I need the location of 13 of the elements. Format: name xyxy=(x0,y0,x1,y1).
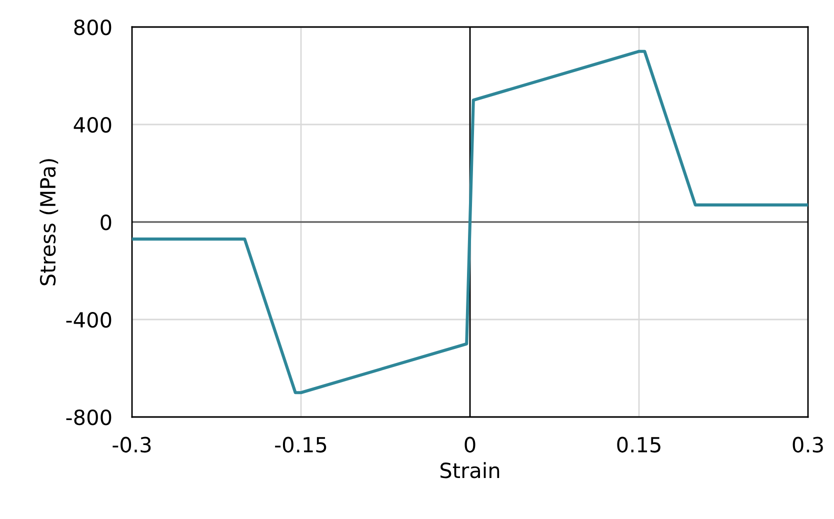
y-tick-label: 400 xyxy=(74,116,112,133)
x-tick-label: -0.3 xyxy=(112,436,151,453)
line-series xyxy=(132,50,808,394)
y-tick-label: 0 xyxy=(100,214,112,230)
x-tick-label: 0.3 xyxy=(792,436,823,453)
x-tick-label: 0 xyxy=(464,436,476,453)
y-tick-label: 800 xyxy=(74,19,112,36)
x-tick-label: -0.15 xyxy=(275,436,326,453)
y-tick-label: -400 xyxy=(66,312,112,328)
x-tick-label: 0.15 xyxy=(617,436,660,453)
y-tick-label: -800 xyxy=(66,409,112,426)
x-axis-title: Strain xyxy=(440,462,500,478)
y-axis-title: Stress (MPa) xyxy=(40,159,58,286)
